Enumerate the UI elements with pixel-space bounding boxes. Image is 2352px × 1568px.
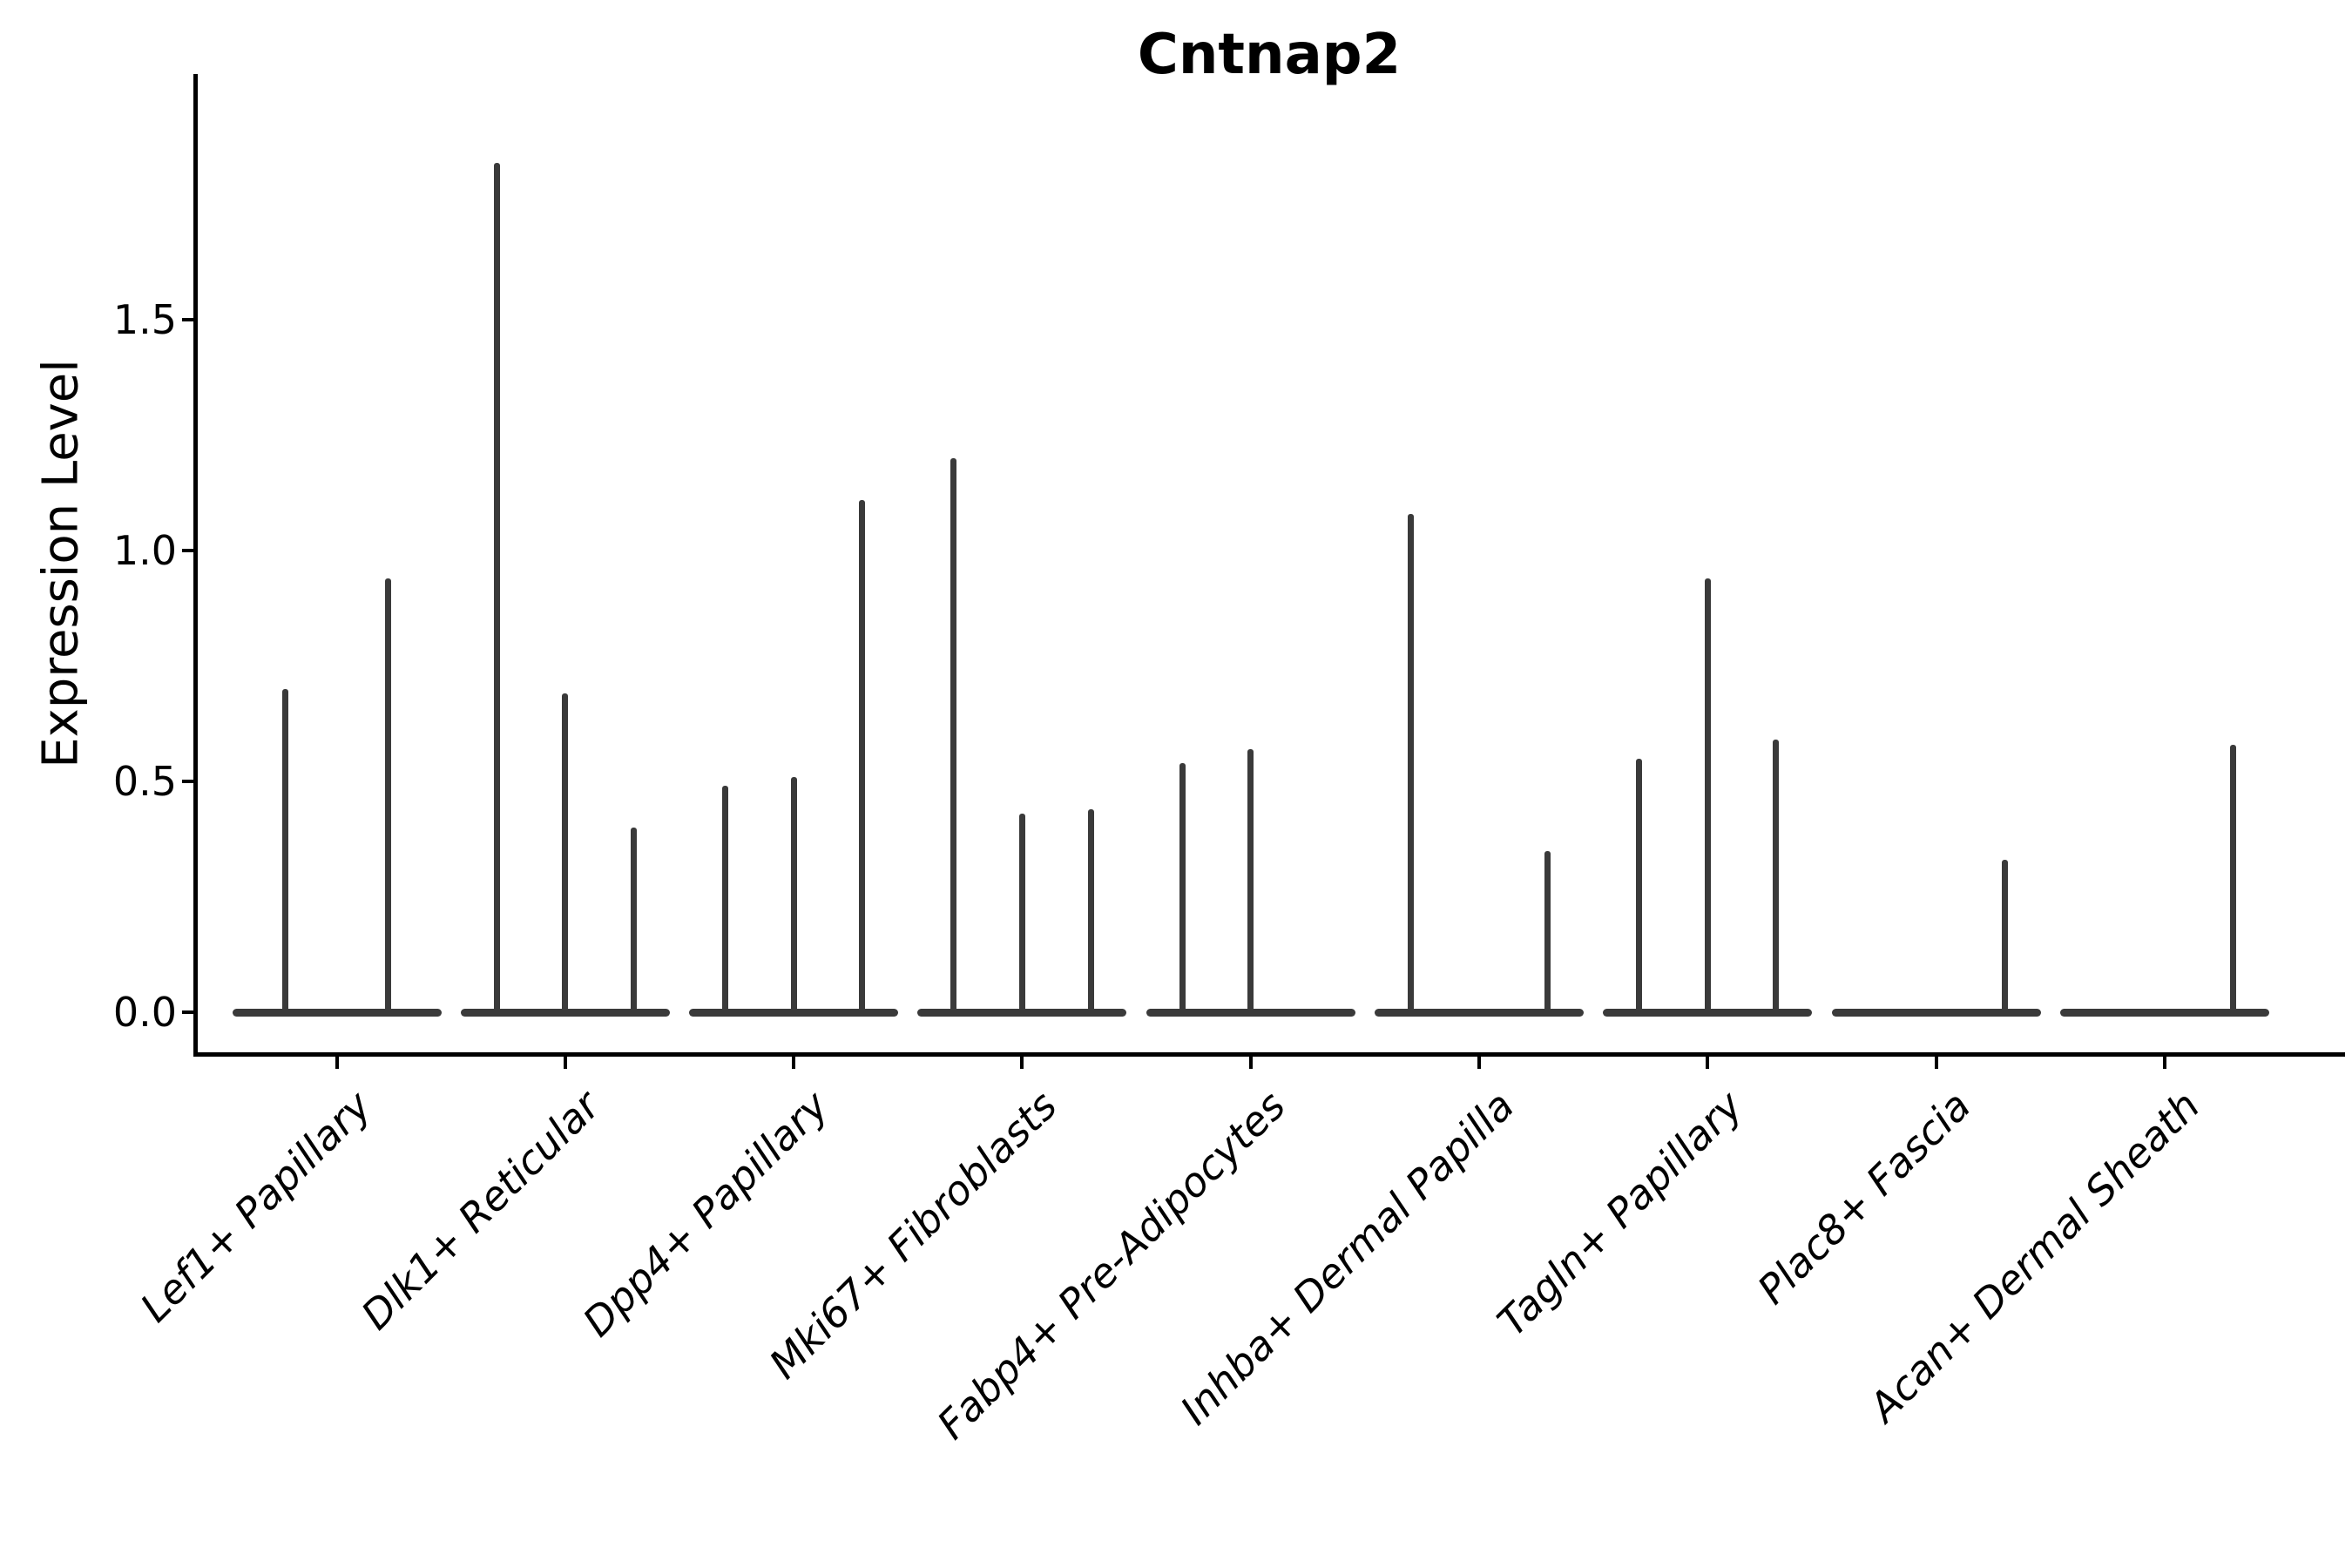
- violin-base: [1603, 1008, 1813, 1017]
- x-tick-label: Plac8+ Fascia: [1748, 1082, 1980, 1314]
- violin-spike: [562, 693, 569, 1012]
- violin-spike: [859, 499, 866, 1012]
- x-tick-label: Dlk1+ Reticular: [352, 1082, 609, 1339]
- violin-spike: [1544, 850, 1551, 1012]
- y-axis-spine: [193, 74, 198, 1057]
- x-tick: [1477, 1057, 1481, 1069]
- x-tick: [792, 1057, 796, 1069]
- violin-spike: [721, 786, 728, 1012]
- violin-spike: [1636, 758, 1643, 1012]
- violin-spike: [385, 578, 392, 1012]
- violin-base: [1375, 1008, 1584, 1017]
- violin-spike: [1407, 513, 1414, 1012]
- violin-spike: [950, 458, 957, 1012]
- x-tick: [1934, 1057, 1938, 1069]
- x-tick: [1706, 1057, 1710, 1069]
- violin-spike: [630, 828, 637, 1012]
- violin-base: [460, 1008, 670, 1017]
- x-tick-label: Dpp4+ Papillary: [573, 1082, 838, 1346]
- x-tick-label: Lef1+ Papillary: [131, 1082, 381, 1331]
- violin-spike: [1087, 808, 1094, 1012]
- violin-base: [1146, 1008, 1355, 1017]
- violin-spike: [1179, 762, 1186, 1012]
- y-tick: [182, 780, 193, 783]
- violin-spike: [790, 776, 797, 1012]
- violin-spike: [1704, 578, 1711, 1012]
- y-tick-label: 1.0: [112, 527, 177, 574]
- y-tick-label: 0.5: [112, 758, 177, 805]
- violin-base: [689, 1008, 899, 1017]
- chart-title: Cntnap2: [1137, 23, 1402, 87]
- violin-spike: [281, 689, 288, 1012]
- y-axis-label: Expression Level: [32, 359, 90, 768]
- x-tick-label: Tagln+ Papillary: [1488, 1082, 1752, 1346]
- y-tick-label: 0.0: [112, 989, 177, 1036]
- x-tick: [1248, 1057, 1253, 1069]
- y-tick: [182, 318, 193, 321]
- violin-base: [2059, 1008, 2269, 1017]
- y-tick: [182, 1010, 193, 1014]
- x-tick: [335, 1057, 339, 1069]
- x-tick: [1020, 1057, 1024, 1069]
- violin-base: [917, 1008, 1127, 1017]
- violin-spike: [1247, 748, 1254, 1012]
- x-tick: [563, 1057, 567, 1069]
- x-tick: [2162, 1057, 2166, 1069]
- y-tick: [182, 549, 193, 552]
- x-axis-spine: [193, 1052, 2345, 1057]
- violin-spike: [1773, 740, 1780, 1012]
- violin-base: [232, 1008, 442, 1017]
- violin-spike: [2001, 860, 2008, 1012]
- violin-spike: [1018, 814, 1025, 1012]
- violin-base: [1831, 1008, 2041, 1017]
- y-tick-label: 1.5: [112, 296, 177, 343]
- violin-spike: [2230, 744, 2237, 1012]
- violin-spike: [493, 162, 500, 1012]
